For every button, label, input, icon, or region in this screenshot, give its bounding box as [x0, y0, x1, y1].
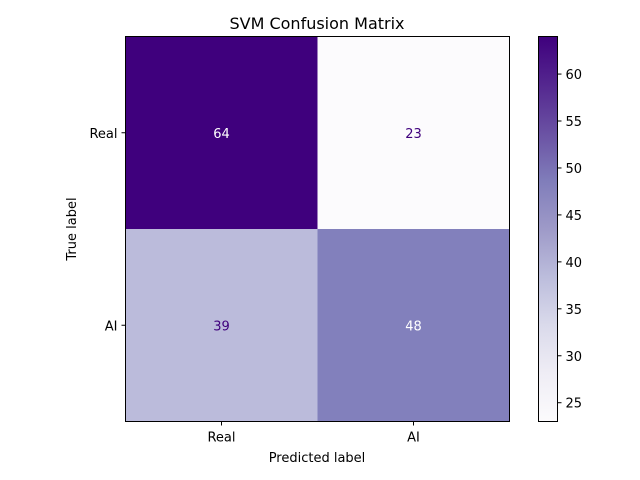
x-axis: Real AI: [207, 421, 420, 446]
matrix-cell-real-ai: [317, 36, 510, 229]
x-axis-label: Predicted label: [269, 451, 366, 466]
colorbar-tick-label: 45: [566, 209, 583, 224]
y-axis-label: True label: [65, 197, 80, 261]
colorbar-tick-label: 60: [566, 68, 583, 83]
chart-title: SVM Confusion Matrix: [229, 14, 404, 33]
colorbar-tick-label: 55: [566, 115, 583, 130]
y-tick-label: Real: [89, 127, 117, 142]
cell-value-label: 64: [213, 127, 230, 142]
y-tick-label: AI: [105, 319, 118, 334]
colorbar-tick-label: 50: [566, 162, 583, 177]
cell-value-label: 39: [213, 319, 230, 334]
matrix-cell-real-real: [125, 36, 318, 229]
colorbar-tick-label: 30: [566, 350, 583, 365]
colorbar-axis: 25 30 35 40 45 50 55 60: [557, 68, 583, 412]
matrix-cell-ai-ai: [317, 229, 510, 422]
colorbar: [538, 36, 558, 422]
x-tick-label: Real: [207, 431, 235, 446]
matrix-frame: [125, 36, 510, 422]
matrix-cell-ai-real: [125, 229, 318, 422]
x-tick-label: AI: [407, 431, 420, 446]
matrix-cells: [125, 36, 510, 422]
colorbar-tick-label: 25: [566, 397, 583, 412]
y-axis: Real AI: [89, 127, 126, 334]
colorbar-tick-label: 35: [566, 303, 583, 318]
colorbar-tick-label: 40: [566, 256, 583, 271]
cell-value-label: 23: [405, 127, 422, 142]
matrix-cell-labels: 64 23 39 48: [213, 127, 422, 335]
cell-value-label: 48: [405, 319, 422, 334]
